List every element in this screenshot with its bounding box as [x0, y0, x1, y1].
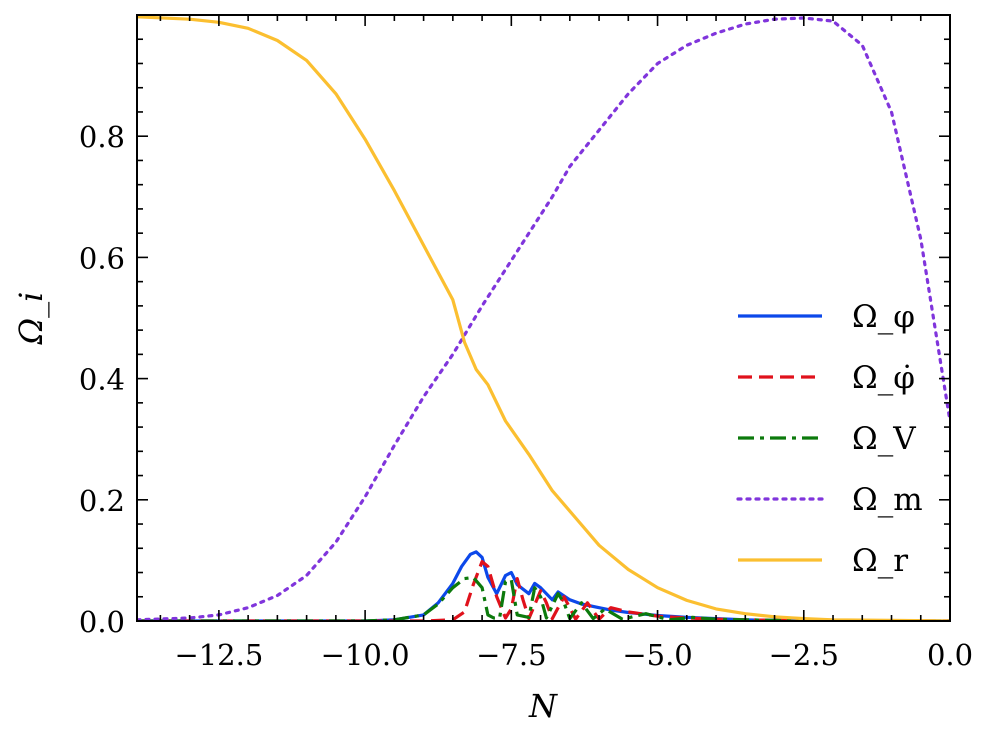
legend: Ω_φ Ω_φ̇ Ω_V Ω_m Ω_r: [736, 299, 923, 579]
legend-label-4: Ω_r: [852, 543, 908, 579]
series-line-1: [137, 560, 950, 621]
series-line-4: [137, 15, 950, 621]
x-tick-label: −12.5: [174, 638, 263, 672]
x-tick-label: −7.5: [476, 638, 546, 672]
y-tick-label: 0.6: [79, 241, 125, 275]
tick-layer: −12.5 −10.0 −7.5 −5.0 −2.5 0.0 0.0 0.2 0.4 0.6 0.8: [79, 15, 973, 672]
x-tick-label: −10.0: [321, 638, 410, 672]
legend-label-3: Ω_m: [852, 482, 923, 518]
y-tick-label: 0.4: [79, 363, 125, 397]
x-tick-label: −2.5: [769, 638, 839, 672]
x-tick-label: −5.0: [622, 638, 692, 672]
y-tick-label: 0.2: [79, 484, 125, 518]
y-tick-label: 0.0: [79, 605, 125, 639]
y-tick-label: 0.8: [79, 120, 125, 154]
series-layer: [137, 15, 950, 621]
legend-label-0: Ω_φ: [852, 299, 915, 335]
series-line-3: [137, 16, 950, 621]
series-line-2: [137, 575, 950, 621]
legend-label-1: Ω_φ̇: [852, 360, 915, 396]
plot-frame: [136, 14, 951, 622]
x-tick-label: 0.0: [927, 638, 973, 672]
legend-label-2: Ω_V: [852, 421, 916, 457]
x-axis-label: N: [528, 687, 558, 725]
y-axis-label: Ω_i: [12, 292, 50, 346]
